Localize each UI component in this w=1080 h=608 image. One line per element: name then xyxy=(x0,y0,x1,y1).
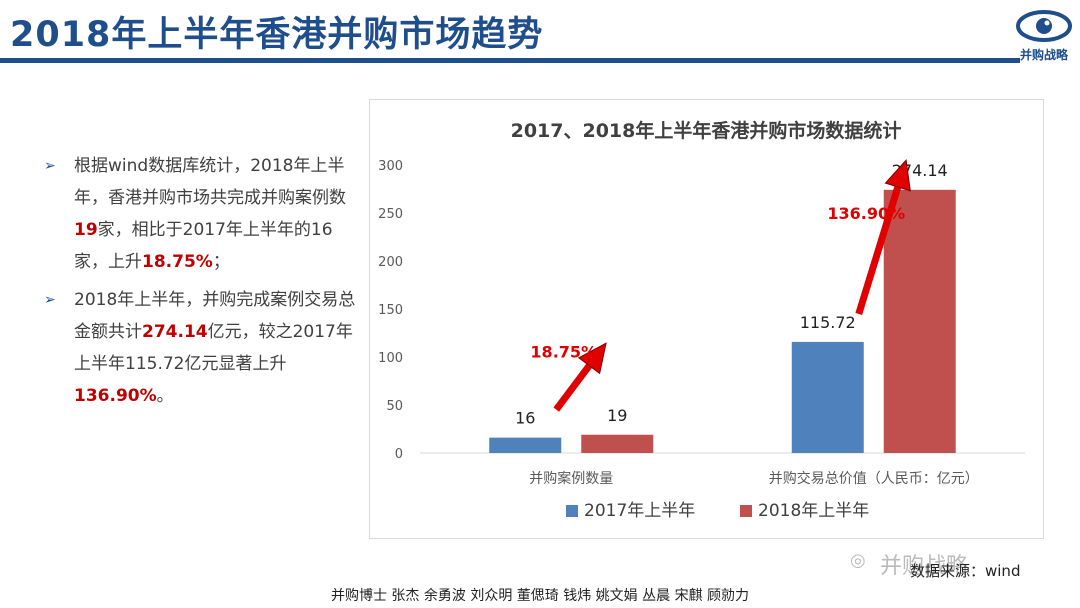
bar xyxy=(883,189,956,453)
bullet-item: ➢ 根据wind数据库统计，2018年上半年，香港并购市场共完成并购案例数19家… xyxy=(44,150,356,278)
legend-label: 2018年上半年 xyxy=(758,501,869,521)
title-underline xyxy=(0,58,1020,63)
chart-title: 2017、2018年上半年香港并购市场数据统计 xyxy=(511,119,902,142)
data-label: 16 xyxy=(515,409,535,428)
page-title: 2018年上半年香港并购市场趋势 xyxy=(10,15,544,55)
data-label: 115.72 xyxy=(800,313,856,332)
wechat-icon: ◎ xyxy=(850,550,866,571)
legend-swatch xyxy=(566,505,578,517)
bar xyxy=(791,341,864,453)
arrow-bullet-icon: ➢ xyxy=(44,158,56,174)
y-tick-label: 300 xyxy=(378,159,403,174)
bullet-text: 根据wind数据库统计，2018年上半年，香港并购市场共完成并购案例数19家，相… xyxy=(74,156,346,272)
bullet-text: 2018年上半年，并购完成案例交易总金额共计274.14亿元，较之2017年上半… xyxy=(74,290,356,406)
chart-frame: 2017、2018年上半年香港并购市场数据统计 0 50 100 150 200 250 30… xyxy=(369,99,1044,539)
data-label: 19 xyxy=(607,406,627,425)
x-tick-label: 并购交易总价值（人民币：亿元） xyxy=(769,470,979,487)
arrow-bullet-icon: ➢ xyxy=(44,292,56,308)
data-source: 数据来源：wind xyxy=(910,562,1021,580)
eye-icon xyxy=(1016,10,1072,42)
y-tick-label: 200 xyxy=(378,255,403,270)
y-tick-label: 50 xyxy=(386,399,403,414)
brand-logo: 并购战略 xyxy=(1012,6,1076,62)
legend-swatch xyxy=(740,505,752,517)
x-tick-label: 并购案例数量 xyxy=(529,470,613,487)
bullet-item: ➢ 2018年上半年，并购完成案例交易总金额共计274.14亿元，较之2017年… xyxy=(44,284,356,412)
growth-arrow-head xyxy=(884,159,911,192)
legend-label: 2017年上半年 xyxy=(584,501,695,521)
growth-arrow-head xyxy=(577,342,607,375)
bar xyxy=(489,437,562,453)
footer-authors: 并购博士 张杰 余勇波 刘众明 董偲琦 钱炜 姚文娟 丛晨 宋麒 顾勍力 xyxy=(330,588,750,604)
bar-chart: 2017、2018年上半年香港并购市场数据统计 0 50 100 150 200 250 30… xyxy=(378,119,1025,521)
watermark: 并购战略 xyxy=(880,554,969,579)
y-tick-label: 0 xyxy=(395,447,403,462)
growth-arrow-shaft xyxy=(855,166,908,315)
y-tick-label: 150 xyxy=(378,303,403,318)
growth-annotation: 18.75% xyxy=(530,343,597,362)
growth-annotation: 136.90% xyxy=(827,204,905,223)
bar xyxy=(581,434,654,453)
y-tick-label: 250 xyxy=(378,207,403,222)
bullet-list: ➢ 根据wind数据库统计，2018年上半年，香港并购市场共完成并购案例数19家… xyxy=(44,150,356,418)
logo-text: 并购战略 xyxy=(1019,48,1068,62)
y-tick-label: 100 xyxy=(378,351,403,366)
